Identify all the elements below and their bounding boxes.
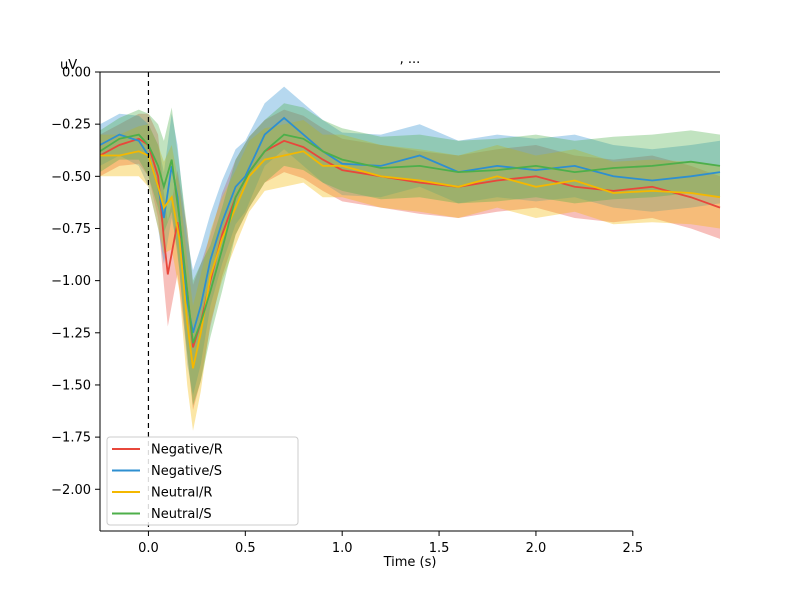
y-tick-label: −1.75 <box>51 431 91 446</box>
x-tick-label: 2.0 <box>526 541 547 556</box>
y-tick-label: −1.50 <box>51 378 91 393</box>
x-tick-label: 1.5 <box>429 541 450 556</box>
x-tick-label: 0.5 <box>235 541 256 556</box>
y-tick-label: −1.25 <box>51 326 91 341</box>
series-lines <box>99 116 721 369</box>
legend-label-neutral-s: Neutral/S <box>151 507 212 522</box>
legend: Negative/R Negative/S Neutral/R Neutral/S <box>106 436 299 526</box>
line-neutral-s <box>99 133 721 344</box>
y-tick-label: −0.50 <box>51 170 91 185</box>
legend-label-neutral-r: Neutral/R <box>151 486 212 501</box>
band-neutral-s <box>100 103 720 406</box>
x-tick-label: 0.0 <box>138 541 159 556</box>
chart-title: , ... <box>400 52 421 67</box>
legend-label-negative-s: Negative/S <box>151 464 222 479</box>
y-tick-label: −0.25 <box>51 118 91 133</box>
legend-label-negative-r: Negative/R <box>151 443 223 458</box>
x-tick-label: 1.0 <box>332 541 353 556</box>
line-neutral-r <box>100 150 721 369</box>
axes: 0.00 −0.25 −0.50 −0.75 −1.00 −1.25 −1.50 −1.75 −… <box>51 66 720 556</box>
band-neutral-r <box>100 120 720 431</box>
y-tick-label: −0.75 <box>51 222 91 237</box>
y-axis-label: uV <box>60 58 77 73</box>
line-negative-s <box>99 116 721 334</box>
y-tick-label: −1.00 <box>51 274 91 289</box>
legend-box <box>106 436 299 526</box>
y-tick-label: −2.00 <box>51 483 91 498</box>
x-axis-label: Time (s) <box>383 555 437 570</box>
confidence-bands <box>100 86 720 431</box>
x-tick-label: 2.5 <box>622 541 643 556</box>
y-tick-label: 0.00 <box>62 66 91 81</box>
